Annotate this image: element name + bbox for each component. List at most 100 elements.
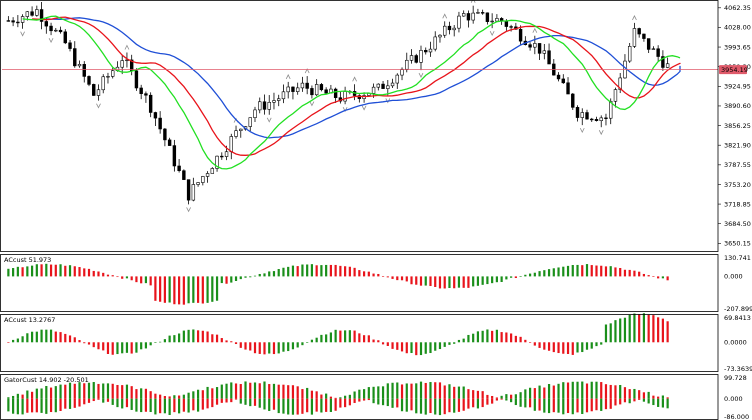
candle — [267, 95, 271, 115]
gator-upper-bar — [481, 391, 484, 399]
gator-upper-bar — [353, 391, 356, 399]
candle — [129, 54, 134, 76]
gator-lower-bar — [68, 398, 72, 409]
histogram-bar — [510, 333, 513, 343]
gator-oscillator-pane[interactable]: GatorCust 14.902 -20.501 — [4, 376, 669, 416]
candle — [163, 127, 167, 147]
candle — [338, 91, 343, 104]
gator-upper-bar — [623, 387, 627, 399]
ac-oscillator-2-pane[interactable]: ACcust 13.2767 — [4, 313, 669, 356]
price-tick-label: 3753.20 — [724, 181, 751, 189]
candle — [651, 46, 656, 50]
gator-upper-bar — [239, 384, 242, 399]
ac-oscillator-pane[interactable]: ACcust 51.973 — [4, 256, 669, 305]
candle — [277, 94, 281, 107]
main-price-pane[interactable] — [2, 0, 718, 213]
fractal-up-marker — [632, 15, 637, 21]
gator-lower-bar — [230, 398, 233, 403]
histogram-bar — [220, 276, 223, 284]
gator-lower-bar — [296, 398, 299, 415]
histogram-bar — [263, 342, 266, 355]
histogram-bar — [291, 342, 295, 350]
gator-lower-bar — [519, 398, 522, 407]
gator-upper-bar — [296, 386, 299, 399]
fractal-down-marker — [418, 72, 424, 78]
candle — [239, 128, 243, 138]
gator-lower-bar — [552, 398, 555, 413]
histogram-bar — [116, 276, 119, 278]
candle — [395, 73, 399, 89]
gator-upper-bar — [514, 394, 517, 399]
candle — [637, 27, 641, 38]
histogram-bar — [405, 276, 408, 282]
gator-upper-bar — [230, 382, 233, 399]
histogram-bar — [320, 334, 323, 343]
fractal-up-marker — [442, 13, 448, 19]
gator-upper-bar — [438, 382, 442, 399]
gator-lower-bar — [268, 398, 271, 411]
gator-lower-bar — [12, 398, 15, 414]
histogram-bar — [78, 340, 81, 343]
histogram-bar — [472, 333, 475, 343]
gator-lower-bar — [590, 398, 593, 412]
histogram-bar — [571, 342, 574, 355]
histogram-bar — [642, 313, 646, 343]
alligator-lips-line — [22, 15, 681, 170]
gator-lower-bar — [386, 398, 389, 407]
histogram-bar — [514, 276, 517, 279]
gator-upper-bar — [510, 394, 513, 399]
gator-lower-bar — [272, 398, 276, 410]
gator-upper-bar — [130, 386, 133, 399]
histogram-bar — [192, 276, 195, 303]
histogram-bar — [619, 318, 622, 343]
histogram-bar — [45, 263, 48, 277]
histogram-bar — [467, 276, 470, 288]
histogram-bar — [419, 276, 423, 286]
histogram-bar — [301, 264, 304, 277]
histogram-bar — [12, 339, 15, 343]
gator-upper-bar — [263, 381, 266, 399]
histogram-bar — [144, 342, 148, 349]
histogram-bar — [443, 276, 446, 289]
candle — [44, 17, 49, 34]
histogram-bar — [253, 342, 257, 354]
histogram-bar — [7, 342, 10, 343]
histogram-bar — [310, 339, 314, 343]
candle — [125, 52, 129, 68]
histogram-bar — [73, 266, 76, 277]
gator-upper-bar — [116, 384, 119, 399]
histogram-bar — [40, 329, 43, 343]
candle — [452, 25, 456, 37]
histogram-bar — [377, 273, 380, 277]
histogram-bar — [386, 342, 389, 346]
histogram-bar — [415, 276, 418, 285]
gator-upper-bar — [329, 396, 332, 399]
candle — [286, 81, 290, 99]
fractal-down-marker — [266, 117, 272, 123]
gator-lower-bar — [638, 398, 641, 400]
gator-lower-bar — [457, 398, 461, 412]
fractal-up-marker — [532, 27, 538, 33]
candle — [258, 97, 262, 114]
pane-border — [0, 314, 719, 372]
histogram-bar — [163, 339, 166, 343]
fractal-up-marker — [285, 74, 291, 80]
candle — [665, 57, 670, 69]
histogram-bar — [358, 270, 361, 277]
histogram-bar — [16, 338, 19, 343]
histogram-bar — [49, 329, 53, 343]
gator-upper-bar — [97, 383, 100, 399]
gator-lower-bar — [543, 398, 546, 413]
histogram-bar — [666, 321, 669, 343]
candle — [30, 6, 34, 17]
gator-upper-bar — [68, 382, 72, 399]
candle — [575, 105, 580, 122]
histogram-bar — [325, 334, 328, 343]
gator-upper-bar — [87, 382, 91, 399]
histogram-bar — [562, 342, 565, 354]
pane-label-gator: GatorCust 14.902 -20.501 — [4, 376, 89, 384]
candle — [319, 83, 324, 92]
candle — [438, 34, 442, 43]
histogram-bar — [159, 341, 162, 343]
gator-upper-bar — [472, 390, 475, 399]
